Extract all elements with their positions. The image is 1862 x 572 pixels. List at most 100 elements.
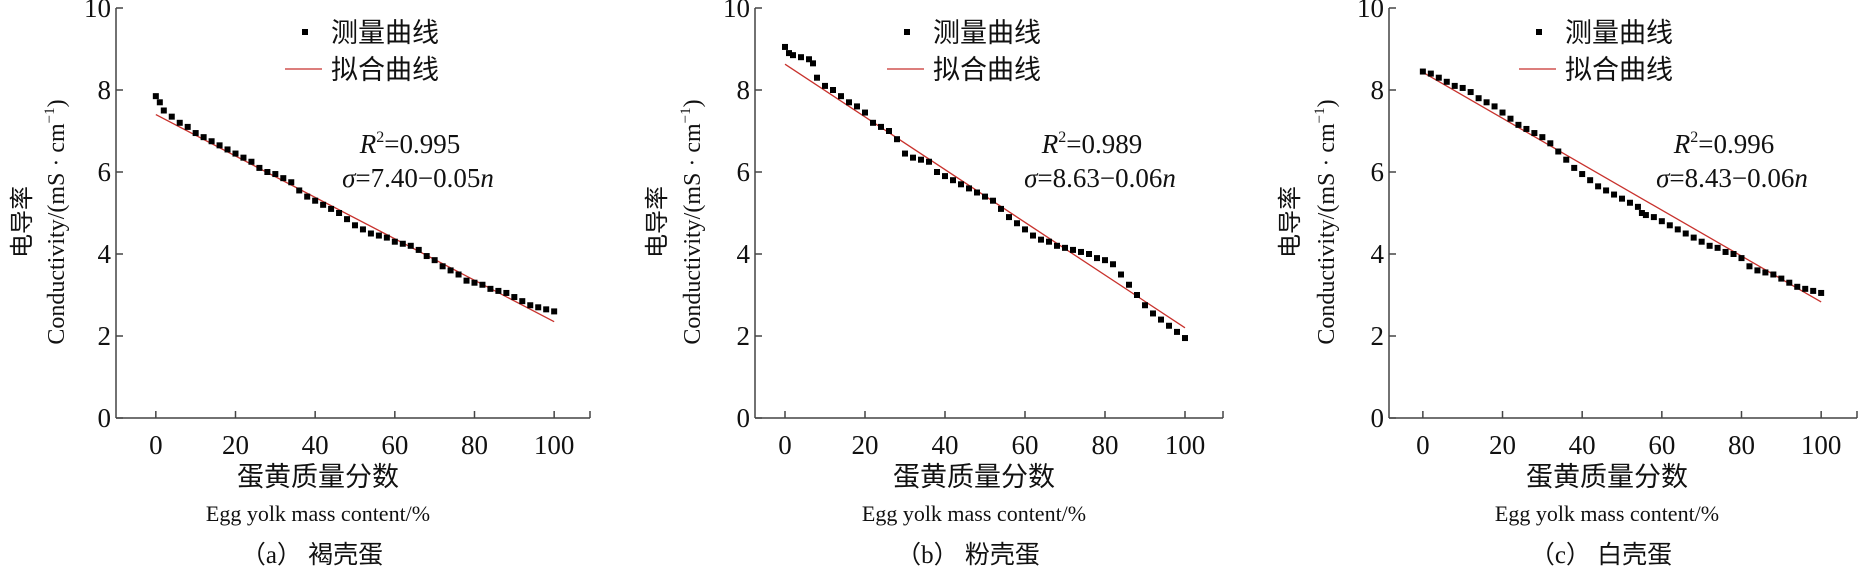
measured-point <box>543 306 550 313</box>
measured-point <box>1638 210 1645 216</box>
y-tick-label: 2 <box>737 321 751 351</box>
y-axis-label-zh: 电导率 <box>1277 186 1304 258</box>
measured-point <box>1642 212 1649 219</box>
x-tick-label: 60 <box>381 430 408 460</box>
y-tick-label: 2 <box>1371 321 1385 351</box>
x-axis-label-en: Egg yolk mass content/% <box>1495 501 1719 526</box>
legend-label-measured: 测量曲线 <box>933 18 1041 48</box>
measured-point <box>1650 214 1657 221</box>
measured-point <box>950 177 956 184</box>
measured-point <box>1499 109 1506 116</box>
measured-point <box>336 210 343 216</box>
y-axis-label-en: Conductivity/(mS · cm−1) <box>1312 99 1340 344</box>
measured-point <box>1070 246 1076 253</box>
y-tick-label: 10 <box>723 0 750 23</box>
measured-point <box>982 193 988 200</box>
r-exponent: 2 <box>1690 129 1698 146</box>
measured-point <box>1158 316 1164 323</box>
measured-point <box>240 154 247 161</box>
measured-point <box>1619 195 1626 202</box>
measured-point <box>942 173 948 180</box>
measured-point <box>798 54 804 61</box>
measured-point <box>1818 289 1825 296</box>
measured-point <box>1523 125 1530 132</box>
measured-point <box>1531 130 1538 137</box>
x-axis-label-zh: 蛋黄质量分数 <box>893 462 1055 492</box>
measured-point <box>455 271 462 278</box>
measured-point <box>1658 218 1665 225</box>
measured-point <box>1794 283 1801 290</box>
measured-point <box>1770 271 1777 278</box>
measured-point <box>407 242 414 249</box>
measured-point <box>1547 140 1554 147</box>
y-tick-label: 6 <box>1371 157 1385 187</box>
measured-point <box>894 136 900 143</box>
measured-point <box>1626 199 1633 206</box>
measured-point <box>519 298 526 305</box>
y-tick-label: 8 <box>1371 75 1385 105</box>
panel-caption: （c） 白壳蛋 <box>1530 541 1672 569</box>
measured-point <box>296 187 303 194</box>
measured-point <box>1587 177 1594 184</box>
x-tick-label: 20 <box>1489 430 1516 460</box>
measured-point <box>1427 70 1434 77</box>
r-symbol: R <box>1673 129 1691 159</box>
measured-point <box>200 134 207 141</box>
measured-point <box>1555 148 1562 155</box>
y-axis-label-exponent: −1 <box>1312 107 1328 123</box>
x-axis-label-en: Egg yolk mass content/% <box>206 501 430 526</box>
measured-point <box>1459 84 1466 91</box>
measured-point <box>1142 302 1148 309</box>
measured-point <box>1714 244 1721 251</box>
measured-point <box>320 201 327 208</box>
measured-point <box>1515 121 1522 128</box>
y-tick-label: 4 <box>98 239 112 269</box>
x-tick-label: 80 <box>1092 430 1119 460</box>
measured-point <box>1475 95 1482 102</box>
measured-point <box>1682 230 1689 237</box>
legend-label-fitted: 拟合曲线 <box>1565 55 1673 85</box>
measured-point <box>383 234 390 241</box>
x-tick-label: 40 <box>932 430 959 460</box>
measured-point <box>1611 191 1618 198</box>
legend-marker-measured <box>904 29 910 35</box>
measured-point <box>344 216 351 223</box>
measured-point <box>786 50 792 57</box>
measured-point <box>1150 310 1156 317</box>
measured-point <box>1802 285 1809 292</box>
r-value: =0.995 <box>384 129 460 159</box>
measured-point <box>838 93 844 100</box>
x-tick-label: 40 <box>302 430 329 460</box>
measured-point <box>264 169 271 175</box>
measured-point <box>1110 261 1116 268</box>
measured-point <box>1062 244 1068 251</box>
sigma-symbol: σ <box>1024 163 1039 193</box>
measured-point <box>1778 275 1785 282</box>
measured-point <box>1038 236 1044 243</box>
y-axis-label-en: Conductivity/(mS · cm−1) <box>678 99 706 344</box>
r-exponent: 2 <box>1058 129 1066 146</box>
measured-point <box>367 230 374 237</box>
measured-point <box>503 289 510 296</box>
measured-point <box>527 302 534 309</box>
measured-point <box>1022 226 1028 233</box>
y-axis-label-zh: 电导率 <box>9 186 36 258</box>
measured-point <box>966 185 972 192</box>
x-axis-label-zh: 蛋黄质量分数 <box>237 462 399 492</box>
equation-body: =7.40−0.05 <box>355 163 480 193</box>
measured-point <box>810 60 816 67</box>
measured-point <box>1483 99 1490 106</box>
measured-point <box>926 158 932 165</box>
r-exponent: 2 <box>376 129 384 146</box>
x-tick-label: 0 <box>778 430 792 460</box>
measured-point <box>958 181 964 188</box>
measured-point <box>176 119 183 126</box>
y-tick-label: 0 <box>737 403 751 433</box>
measured-point <box>854 103 860 110</box>
measured-point <box>415 246 422 253</box>
measured-point <box>1746 263 1753 270</box>
